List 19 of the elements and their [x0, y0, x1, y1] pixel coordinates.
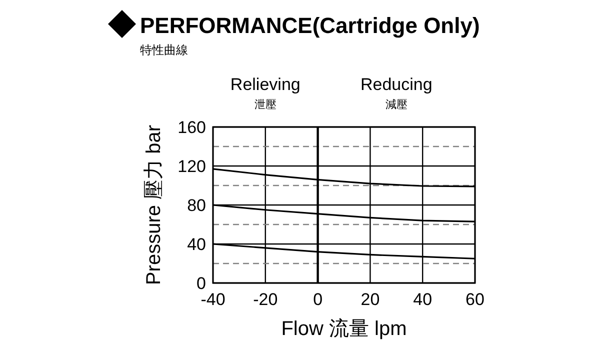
text: Reducing	[360, 75, 432, 94]
x-tick-label: 40	[413, 290, 432, 309]
chart-subtitle: 特性曲線	[140, 43, 188, 57]
x-tick-label: 0	[313, 290, 323, 309]
chart-title: PERFORMANCE(Cartridge Only)	[140, 13, 480, 38]
y-tick-label: 80	[187, 196, 206, 215]
x-tick-label: -40	[200, 290, 226, 309]
y-axis-title: Pressure 壓力 bar	[143, 124, 165, 286]
x-axis-title: Flow 流量 lpm	[281, 318, 407, 340]
text: 減壓	[385, 98, 408, 111]
y-tick-label: 40	[187, 235, 206, 254]
y-tick-label: 0	[196, 274, 206, 293]
x-tick-label: 60	[466, 290, 484, 309]
text: 泄壓	[254, 98, 276, 111]
x-tick-label: -20	[253, 290, 278, 309]
x-tick-label: 20	[360, 290, 380, 309]
y-tick-label: 120	[178, 157, 206, 176]
y-tick-label: 160	[178, 118, 206, 137]
text: Relieving	[230, 75, 300, 94]
